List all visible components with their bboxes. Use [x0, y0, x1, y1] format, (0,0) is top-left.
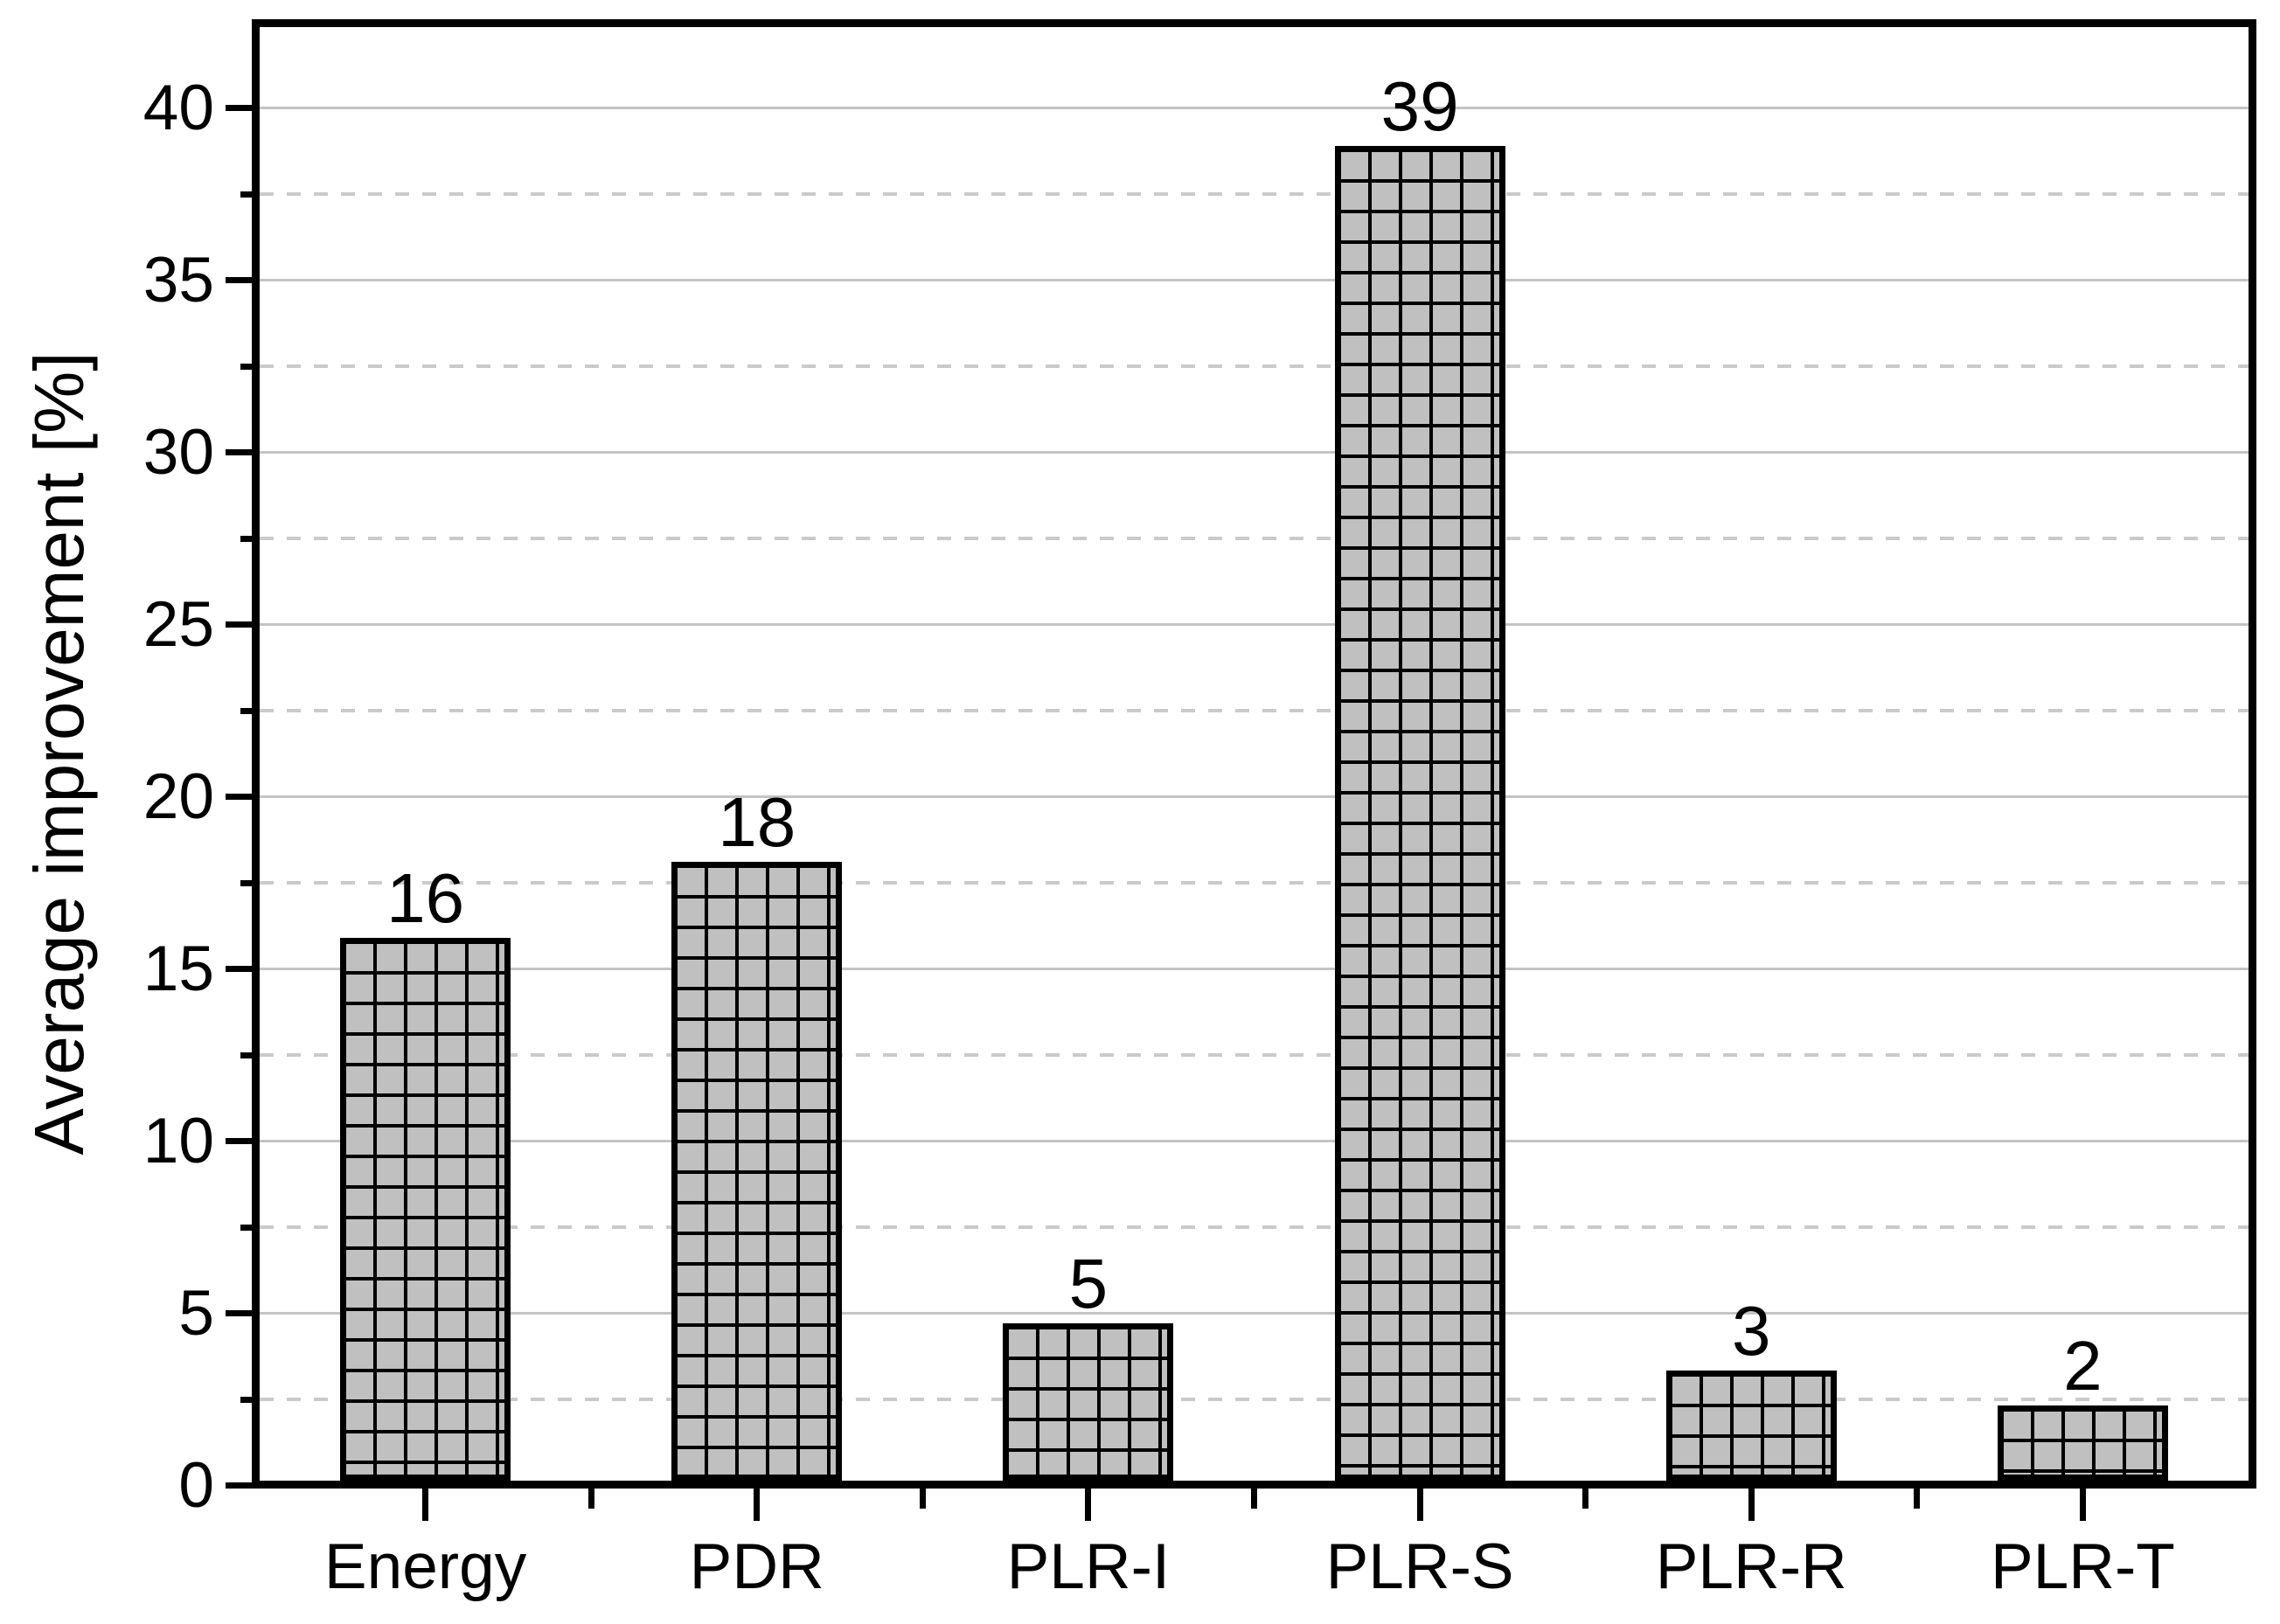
- y-tick-label-15: 15: [142, 933, 214, 1004]
- y-major-tick-0: [226, 1482, 260, 1489]
- major-gridline-20: [260, 795, 2249, 798]
- y-tick-label-0: 0: [178, 1449, 214, 1521]
- bar-value-label-plr-r: 3: [1732, 1291, 1771, 1370]
- bar-value-label-pdr: 18: [718, 783, 796, 862]
- minor-gridline-12.5: [260, 1053, 2249, 1057]
- major-gridline-30: [260, 451, 2249, 454]
- x-minor-tick-1: [587, 1489, 594, 1509]
- minor-gridline-37.5: [260, 192, 2249, 196]
- y-minor-tick-37.5: [240, 191, 260, 198]
- y-minor-tick-7.5: [240, 1224, 260, 1231]
- bar-value-label-energy: 16: [386, 859, 465, 938]
- x-major-tick-pdr: [754, 1489, 761, 1521]
- x-category-label-plr-r: PLR-R: [1655, 1531, 1847, 1602]
- x-category-label-plr-i: PLR-I: [1006, 1531, 1171, 1602]
- x-major-tick-plr-t: [2079, 1489, 2086, 1521]
- y-tick-label-20: 20: [142, 760, 214, 832]
- x-category-label-plr-t: PLR-T: [1990, 1531, 2175, 1602]
- bar-plr-t: [1997, 1405, 2168, 1481]
- major-gridline-5: [260, 1312, 2249, 1315]
- x-major-tick-energy: [422, 1489, 429, 1521]
- bar-pdr: [671, 862, 843, 1481]
- major-gridline-25: [260, 623, 2249, 626]
- bar-energy: [340, 938, 511, 1481]
- y-major-tick-35: [226, 277, 260, 283]
- x-major-tick-plr-i: [1085, 1489, 1092, 1521]
- bar-plr-s: [1334, 145, 1505, 1481]
- minor-gridline-7.5: [260, 1225, 2249, 1229]
- major-gridline-10: [260, 1140, 2249, 1142]
- y-major-tick-10: [226, 1138, 260, 1144]
- plot-frame: [252, 19, 2256, 1489]
- bar-value-label-plr-s: 39: [1380, 66, 1459, 145]
- x-category-label-energy: Energy: [323, 1531, 527, 1602]
- major-gridline-40: [260, 107, 2249, 109]
- y-minor-tick-27.5: [240, 535, 260, 542]
- y-major-tick-5: [226, 1310, 260, 1316]
- y-tick-label-30: 30: [142, 416, 214, 488]
- y-tick-label-10: 10: [142, 1105, 214, 1176]
- minor-gridline-2.5: [260, 1398, 2249, 1401]
- x-category-label-pdr: PDR: [689, 1531, 824, 1602]
- y-major-tick-15: [226, 966, 260, 972]
- x-minor-tick-2: [919, 1489, 926, 1509]
- y-major-tick-25: [226, 621, 260, 628]
- minor-gridline-17.5: [260, 881, 2249, 885]
- y-minor-tick-2.5: [240, 1396, 260, 1403]
- bar-value-label-plr-i: 5: [1068, 1245, 1109, 1323]
- major-gridline-35: [260, 279, 2249, 281]
- x-minor-tick-3: [1251, 1489, 1257, 1509]
- x-minor-tick-4: [1582, 1489, 1589, 1509]
- minor-gridline-32.5: [260, 364, 2249, 368]
- x-category-label-plr-s: PLR-S: [1325, 1531, 1514, 1602]
- x-minor-tick-5: [1914, 1489, 1921, 1509]
- y-tick-label-5: 5: [178, 1277, 214, 1349]
- y-major-tick-20: [226, 794, 260, 800]
- minor-gridline-27.5: [260, 537, 2249, 540]
- y-minor-tick-12.5: [240, 1051, 260, 1058]
- y-tick-label-35: 35: [142, 244, 214, 316]
- y-minor-tick-32.5: [240, 363, 260, 370]
- y-minor-tick-22.5: [240, 707, 260, 714]
- y-major-tick-40: [226, 105, 260, 111]
- x-major-tick-plr-r: [1748, 1489, 1755, 1521]
- minor-gridline-22.5: [260, 709, 2249, 712]
- x-major-tick-plr-s: [1416, 1489, 1423, 1521]
- bar-plr-i: [1003, 1323, 1174, 1481]
- major-gridline-15: [260, 968, 2249, 970]
- bar-value-label-plr-t: 2: [2063, 1326, 2103, 1405]
- y-major-tick-30: [226, 449, 260, 455]
- bar-plr-r: [1665, 1370, 1837, 1481]
- y-minor-tick-17.5: [240, 879, 260, 886]
- y-tick-label-40: 40: [142, 72, 214, 143]
- y-tick-label-25: 25: [142, 588, 214, 660]
